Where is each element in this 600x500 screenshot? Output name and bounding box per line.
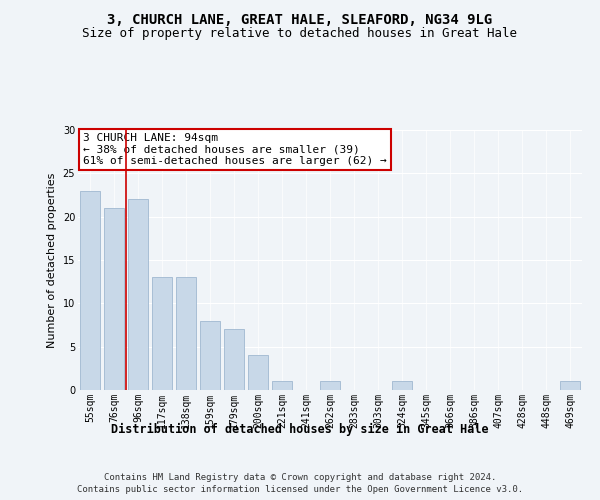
Bar xyxy=(128,200,148,390)
Y-axis label: Number of detached properties: Number of detached properties xyxy=(47,172,57,348)
Text: Size of property relative to detached houses in Great Hale: Size of property relative to detached ho… xyxy=(83,28,517,40)
Bar xyxy=(272,382,292,390)
Bar xyxy=(200,320,220,390)
Text: Contains public sector information licensed under the Open Government Licence v3: Contains public sector information licen… xyxy=(77,485,523,494)
Bar xyxy=(224,330,244,390)
Text: 3, CHURCH LANE, GREAT HALE, SLEAFORD, NG34 9LG: 3, CHURCH LANE, GREAT HALE, SLEAFORD, NG… xyxy=(107,12,493,26)
Bar xyxy=(104,208,124,390)
Bar xyxy=(80,190,100,390)
Bar xyxy=(248,356,268,390)
Text: Contains HM Land Registry data © Crown copyright and database right 2024.: Contains HM Land Registry data © Crown c… xyxy=(104,472,496,482)
Bar xyxy=(320,382,340,390)
Bar xyxy=(152,278,172,390)
Bar xyxy=(176,278,196,390)
Text: 3 CHURCH LANE: 94sqm
← 38% of detached houses are smaller (39)
61% of semi-detac: 3 CHURCH LANE: 94sqm ← 38% of detached h… xyxy=(83,132,387,166)
Bar xyxy=(392,382,412,390)
Bar xyxy=(560,382,580,390)
Text: Distribution of detached houses by size in Great Hale: Distribution of detached houses by size … xyxy=(111,422,489,436)
